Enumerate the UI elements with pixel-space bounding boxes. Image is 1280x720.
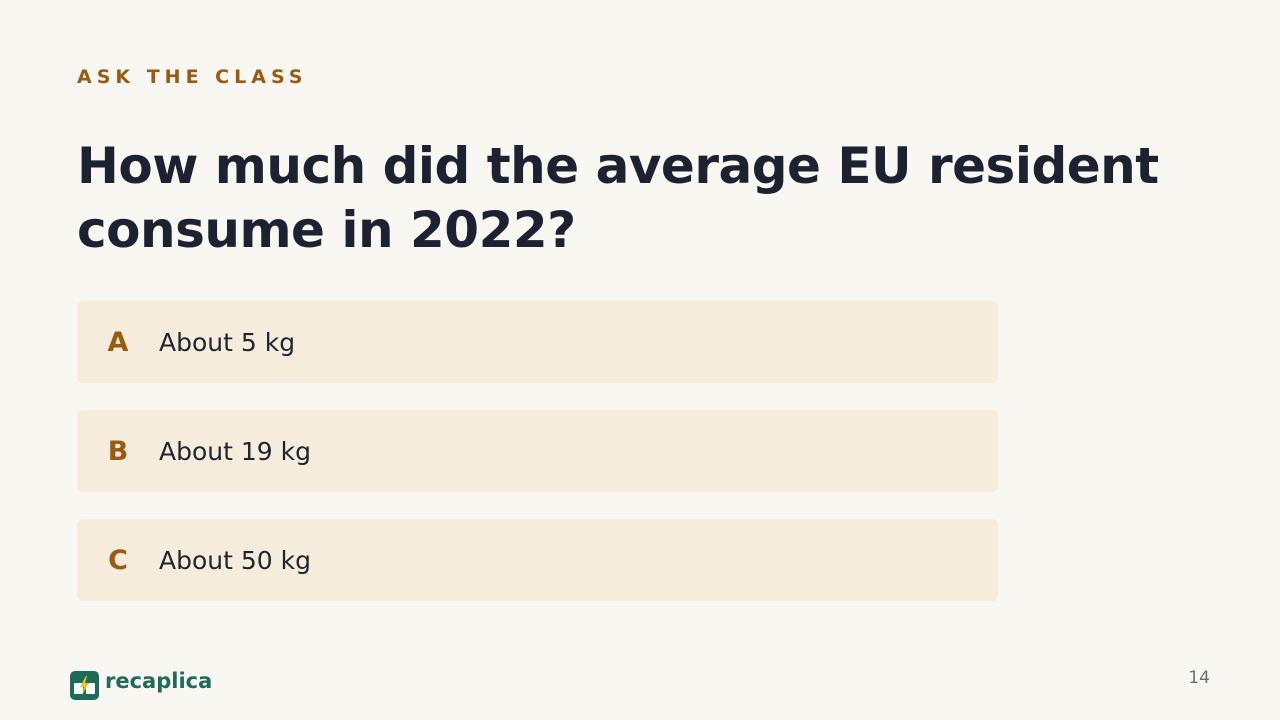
option-a[interactable]: A About 5 kg: [77, 301, 998, 383]
option-letter: A: [107, 326, 129, 358]
page-number: 14: [1188, 668, 1210, 688]
option-text: About 50 kg: [159, 545, 311, 575]
option-text: About 5 kg: [159, 327, 296, 357]
slide-kicker: ASK THE CLASS: [77, 66, 308, 88]
option-c[interactable]: C About 50 kg: [77, 519, 998, 601]
brand-logo: recaplica: [70, 668, 212, 700]
lightning-book-icon: [70, 671, 99, 700]
option-letter: C: [108, 544, 128, 576]
answer-options: A About 5 kg B About 19 kg C About 50 kg: [77, 301, 998, 628]
option-text: About 19 kg: [159, 436, 311, 466]
option-b[interactable]: B About 19 kg: [77, 410, 998, 492]
option-letter: B: [107, 435, 129, 467]
question-title: How much did the average EU resident con…: [77, 137, 1159, 259]
brand-name: recaplica: [105, 669, 213, 693]
